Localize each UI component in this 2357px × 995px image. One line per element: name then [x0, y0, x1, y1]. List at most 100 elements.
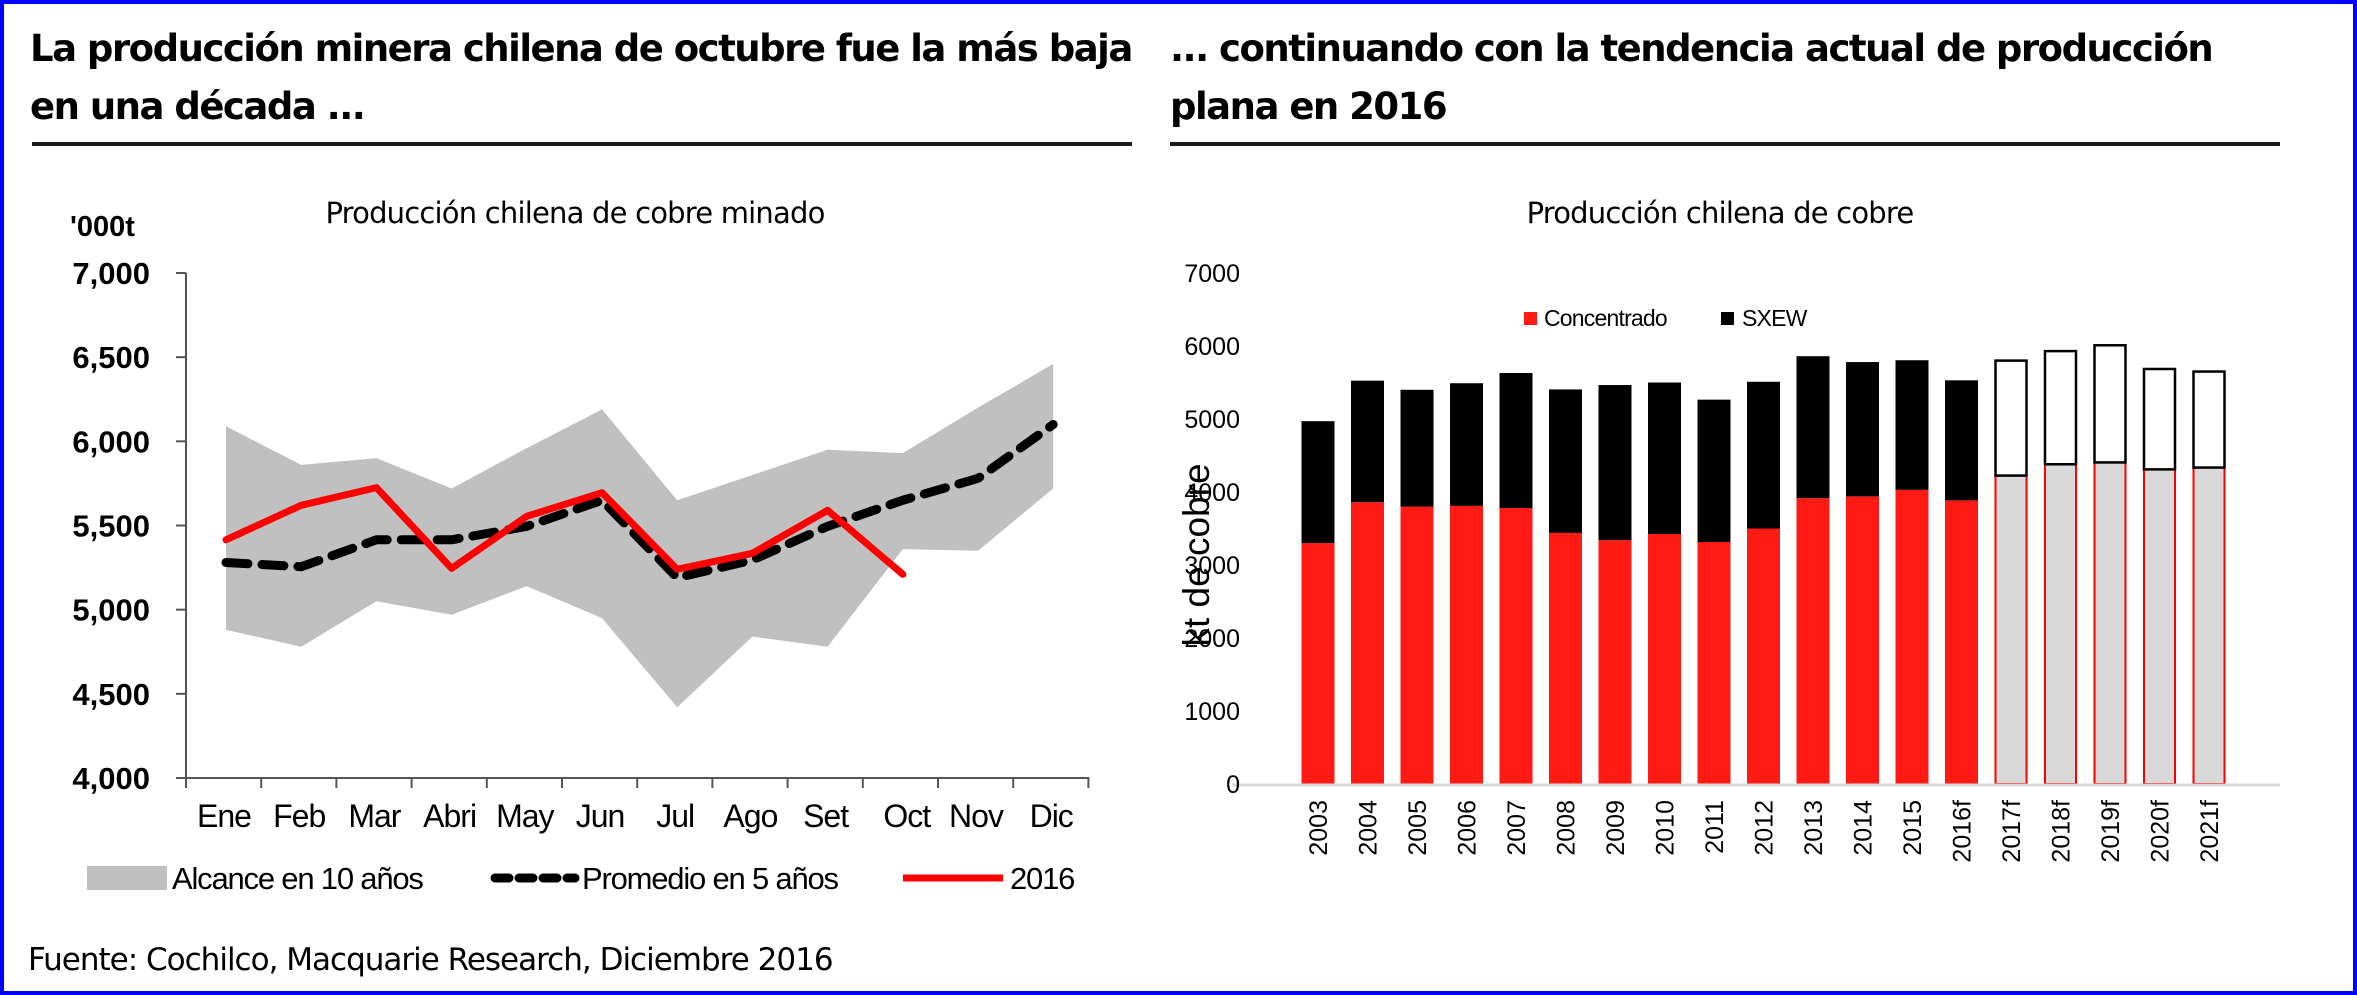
x-tick-label: Mar — [348, 798, 401, 834]
right-headline-line2: plana en 2016 — [1170, 85, 1448, 128]
legend-swatch-concentrado — [1524, 312, 1537, 325]
bar-concentrado — [1747, 528, 1780, 784]
x-tick-label: 2012 — [1751, 800, 1779, 856]
y-tick-label: 4,000 — [72, 761, 150, 796]
y-tick-label: 6000 — [1184, 333, 1240, 361]
right-headline-rule — [1170, 142, 2280, 146]
bar-sxew-forecast — [1994, 359, 2028, 477]
bar-sxew — [1747, 381, 1780, 529]
source-note: Fuente: Cochilco, Macquarie Research, Di… — [28, 942, 834, 978]
x-tick-label: 2009 — [1602, 800, 1630, 856]
legend-label-2016: 2016 — [1010, 861, 1074, 896]
bar-sxew — [1697, 399, 1731, 543]
legend: Alcance en 10 años Promedio en 5 años 2016 — [87, 861, 1075, 896]
y-tick-label: 3000 — [1184, 552, 1240, 580]
bar-sxew-forecast — [2093, 344, 2127, 464]
bar-concentrado — [1450, 505, 1483, 784]
y-tick-label: 6,000 — [72, 424, 150, 459]
bars-layer — [1301, 344, 2226, 785]
x-tick-label: Abri — [423, 798, 476, 834]
bar-concentrado-forecast — [2143, 468, 2176, 785]
x-tick-label: 2006 — [1454, 800, 1482, 856]
y-tick-label: 1000 — [1184, 698, 1240, 726]
x-tick-label: 2007 — [1503, 800, 1531, 856]
bar-concentrado — [1945, 500, 1978, 784]
legend-swatch-range — [87, 866, 167, 890]
x-tick-label: 2020f — [2147, 800, 2175, 863]
bar-concentrado — [1697, 542, 1731, 784]
right-headline-line1: ... continuando con la tendencia actual … — [1170, 27, 2214, 70]
bar-sxew-forecast — [2142, 367, 2177, 471]
y-tick-label: 0 — [1226, 771, 1240, 799]
bar-concentrado — [1796, 498, 1830, 784]
x-tick-label: 2015 — [1899, 800, 1927, 856]
x-tick-label: 2004 — [1355, 800, 1383, 856]
x-tick-label: 2011 — [1701, 800, 1729, 854]
bar-sxew — [1301, 421, 1335, 544]
y-tick-label: 5,000 — [72, 593, 150, 628]
x-tick-label: 2005 — [1404, 800, 1432, 856]
series-line-2016 — [222, 484, 907, 578]
left-headline-line2: en una década ... — [30, 85, 366, 128]
x-tick-label: 2018f — [2048, 800, 2076, 863]
legend-label-range: Alcance en 10 años — [172, 861, 423, 896]
axes-layer: 2003 2004 2005 2006 2007 2008 2009 2010 2011 2012… — [1176, 260, 2280, 863]
bar-concentrado — [1648, 533, 1681, 784]
series-line-promedio-5-anos — [221, 420, 1058, 583]
y-axis-title: kt de cobre — [1176, 463, 1217, 646]
bar-concentrado-forecast — [1994, 474, 2028, 785]
x-tick-label: Set — [803, 798, 849, 834]
bar-sxew — [1400, 389, 1434, 507]
bar-concentrado-forecast — [2192, 466, 2226, 785]
x-tick-label: Nov — [949, 798, 1004, 834]
x-tick-label: 2014 — [1850, 800, 1878, 856]
y-tick-label: 6,500 — [72, 340, 150, 375]
left-headline: La producción minera chilena de octubre … — [30, 20, 1133, 136]
x-tick-label: 2008 — [1553, 800, 1581, 856]
bar-concentrado — [1499, 508, 1533, 784]
legend-label-sxew: SXEW — [1742, 305, 1808, 331]
x-tick-label: 2013 — [1800, 800, 1828, 856]
right-headline: ... continuando con la tendencia actual … — [1170, 20, 2214, 136]
bar-sxew — [1648, 382, 1681, 534]
right-chart-title: Producción chilena de cobre — [1526, 196, 1915, 230]
y-tick-label: 7000 — [1184, 260, 1240, 288]
bar-sxew-forecast — [2192, 370, 2226, 469]
y-tick-label: 7,000 — [72, 256, 150, 291]
x-tick-label: 2016f — [1949, 800, 1977, 863]
bar-sxew — [1796, 356, 1830, 499]
legend-swatch-sxew — [1721, 312, 1734, 325]
y-tick-label: 5,500 — [72, 509, 150, 544]
bar-concentrado-forecast — [2044, 463, 2077, 785]
x-tick-label: 2019f — [2097, 800, 2125, 863]
x-tick-label: Dic — [1030, 798, 1074, 834]
bar-concentrado-forecast — [2093, 461, 2127, 785]
x-tick-label: Ago — [723, 798, 777, 834]
x-tick-label: 2010 — [1652, 800, 1680, 856]
legend-label-concentrado: Concentrado — [1544, 305, 1667, 331]
bar-concentrado — [1301, 543, 1335, 784]
x-tick-label: Feb — [273, 798, 325, 834]
x-tick-label: 2021f — [2196, 800, 2224, 863]
left-chart-title: Producción chilena de cobre minado — [325, 196, 825, 230]
bar-concentrado — [1598, 540, 1632, 784]
bar-sxew — [1846, 362, 1879, 497]
y-tick-label: 2000 — [1184, 625, 1240, 653]
left-headline-rule — [32, 142, 1132, 146]
bar-sxew — [1895, 360, 1929, 490]
x-tick-label: Ene — [197, 798, 251, 834]
bar-sxew — [1450, 383, 1483, 506]
y-tick-label: 4,500 — [72, 677, 150, 712]
left-line-chart: 4,000 4,500 5,000 5,500 6,000 6,500 7,000 '000t… — [70, 211, 1090, 896]
bar-sxew-forecast — [2043, 349, 2078, 466]
axes-layer: 4,000 4,500 5,000 5,500 6,000 6,500 7,000 '000t… — [70, 211, 1090, 834]
bar-sxew — [1549, 389, 1582, 533]
y-tick-label: 5000 — [1184, 406, 1240, 434]
left-headline-line1: La producción minera chilena de octubre … — [30, 27, 1133, 70]
series-lines-layer — [221, 420, 1058, 583]
bar-concentrado — [1400, 506, 1434, 784]
x-tick-label: Jun — [576, 798, 625, 834]
x-tick-label: 2017f — [1998, 800, 2026, 863]
y-tick-label: 4000 — [1184, 479, 1240, 507]
